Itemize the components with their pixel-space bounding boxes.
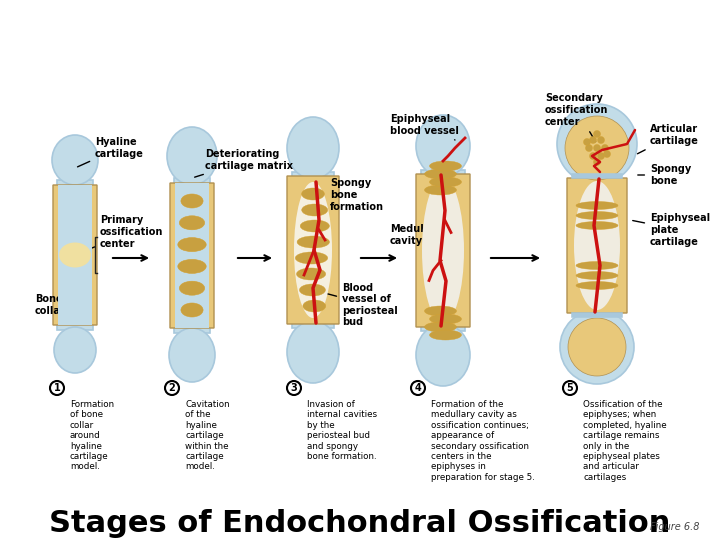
- Ellipse shape: [576, 221, 618, 229]
- Ellipse shape: [430, 177, 462, 187]
- Ellipse shape: [603, 151, 611, 158]
- Ellipse shape: [425, 306, 456, 316]
- Ellipse shape: [179, 281, 204, 295]
- Ellipse shape: [297, 236, 330, 248]
- Ellipse shape: [430, 314, 462, 324]
- Ellipse shape: [560, 310, 634, 384]
- Text: 3: 3: [291, 383, 297, 393]
- FancyBboxPatch shape: [58, 185, 92, 325]
- Ellipse shape: [302, 188, 325, 200]
- Ellipse shape: [416, 324, 470, 386]
- FancyBboxPatch shape: [421, 170, 465, 331]
- Ellipse shape: [422, 178, 464, 323]
- Text: Hyaline
cartilage: Hyaline cartilage: [78, 137, 144, 167]
- Ellipse shape: [576, 201, 618, 210]
- Ellipse shape: [430, 330, 462, 340]
- Ellipse shape: [585, 145, 593, 152]
- FancyBboxPatch shape: [53, 185, 97, 325]
- Ellipse shape: [303, 300, 325, 312]
- Ellipse shape: [590, 137, 596, 144]
- Text: Stages of Endochondral Ossification: Stages of Endochondral Ossification: [49, 509, 671, 537]
- Ellipse shape: [294, 182, 332, 318]
- Ellipse shape: [601, 145, 608, 152]
- Ellipse shape: [425, 185, 456, 195]
- Ellipse shape: [430, 161, 462, 171]
- FancyBboxPatch shape: [567, 178, 627, 313]
- Ellipse shape: [583, 138, 590, 145]
- Text: Epiphyseal
blood vessel: Epiphyseal blood vessel: [390, 114, 459, 140]
- Ellipse shape: [54, 327, 96, 373]
- Ellipse shape: [576, 281, 618, 289]
- Ellipse shape: [302, 204, 328, 216]
- Ellipse shape: [574, 181, 620, 310]
- Text: Spongy
bone: Spongy bone: [638, 164, 691, 186]
- FancyBboxPatch shape: [175, 183, 209, 328]
- Ellipse shape: [593, 159, 600, 165]
- Ellipse shape: [576, 272, 618, 280]
- Ellipse shape: [295, 252, 328, 264]
- Text: Primary
ossification
center: Primary ossification center: [84, 215, 163, 251]
- Ellipse shape: [169, 328, 215, 382]
- Text: Deteriorating
cartilage matrix: Deteriorating cartilage matrix: [194, 149, 293, 177]
- FancyBboxPatch shape: [416, 174, 470, 327]
- Ellipse shape: [287, 117, 339, 179]
- Text: 5: 5: [567, 383, 573, 393]
- Ellipse shape: [59, 242, 91, 267]
- Text: Medullary
cavity: Medullary cavity: [390, 224, 448, 248]
- Ellipse shape: [593, 131, 600, 138]
- Text: Figure 6.8: Figure 6.8: [650, 522, 700, 532]
- Ellipse shape: [568, 318, 626, 376]
- Ellipse shape: [576, 261, 618, 269]
- Ellipse shape: [178, 259, 206, 273]
- Text: Formation
of bone
collar
around
hyaline
cartilage
model.: Formation of bone collar around hyaline …: [70, 400, 114, 471]
- FancyBboxPatch shape: [170, 183, 214, 328]
- Text: 2: 2: [168, 383, 176, 393]
- Ellipse shape: [297, 268, 325, 280]
- Ellipse shape: [167, 127, 217, 185]
- Text: Formation of the
medullary cavity as
ossification continues;
appearance of
secon: Formation of the medullary cavity as oss…: [431, 400, 535, 482]
- Text: 4: 4: [415, 383, 421, 393]
- Text: Articular
cartilage: Articular cartilage: [637, 124, 699, 154]
- Text: Secondary
ossification
center: Secondary ossification center: [545, 93, 608, 141]
- Ellipse shape: [565, 116, 629, 180]
- Text: Bone
collar: Bone collar: [35, 290, 72, 316]
- Text: Spongy
bone
formation: Spongy bone formation: [315, 178, 384, 214]
- Text: Invasion of
internal cavities
by the
periosteal bud
and spongy
bone formation.: Invasion of internal cavities by the per…: [307, 400, 377, 461]
- Ellipse shape: [598, 137, 605, 144]
- FancyBboxPatch shape: [174, 178, 210, 333]
- Ellipse shape: [181, 194, 203, 208]
- FancyBboxPatch shape: [292, 172, 334, 328]
- Ellipse shape: [576, 212, 618, 219]
- Text: Cavitation
of the
hyaline
cartilage
within the
cartilage
model.: Cavitation of the hyaline cartilage with…: [185, 400, 230, 471]
- Ellipse shape: [300, 284, 325, 296]
- Ellipse shape: [425, 169, 456, 179]
- Ellipse shape: [300, 220, 330, 232]
- FancyBboxPatch shape: [57, 180, 93, 330]
- FancyBboxPatch shape: [287, 176, 339, 324]
- Ellipse shape: [181, 303, 203, 317]
- Ellipse shape: [425, 322, 456, 332]
- Text: 1: 1: [53, 383, 60, 393]
- Ellipse shape: [590, 152, 596, 159]
- Ellipse shape: [287, 321, 339, 383]
- Ellipse shape: [557, 104, 637, 184]
- Text: Epiphyseal
plate
cartilage: Epiphyseal plate cartilage: [633, 213, 710, 247]
- Ellipse shape: [593, 145, 600, 152]
- Text: Ossification of the
epiphyses; when
completed, hyaline
cartilage remains
only in: Ossification of the epiphyses; when comp…: [583, 400, 667, 482]
- Ellipse shape: [416, 115, 470, 177]
- Ellipse shape: [178, 238, 206, 252]
- Ellipse shape: [52, 135, 98, 185]
- Text: Blood
vessel of
periosteal
bud: Blood vessel of periosteal bud: [315, 282, 397, 327]
- Ellipse shape: [179, 216, 204, 230]
- Ellipse shape: [598, 152, 605, 159]
